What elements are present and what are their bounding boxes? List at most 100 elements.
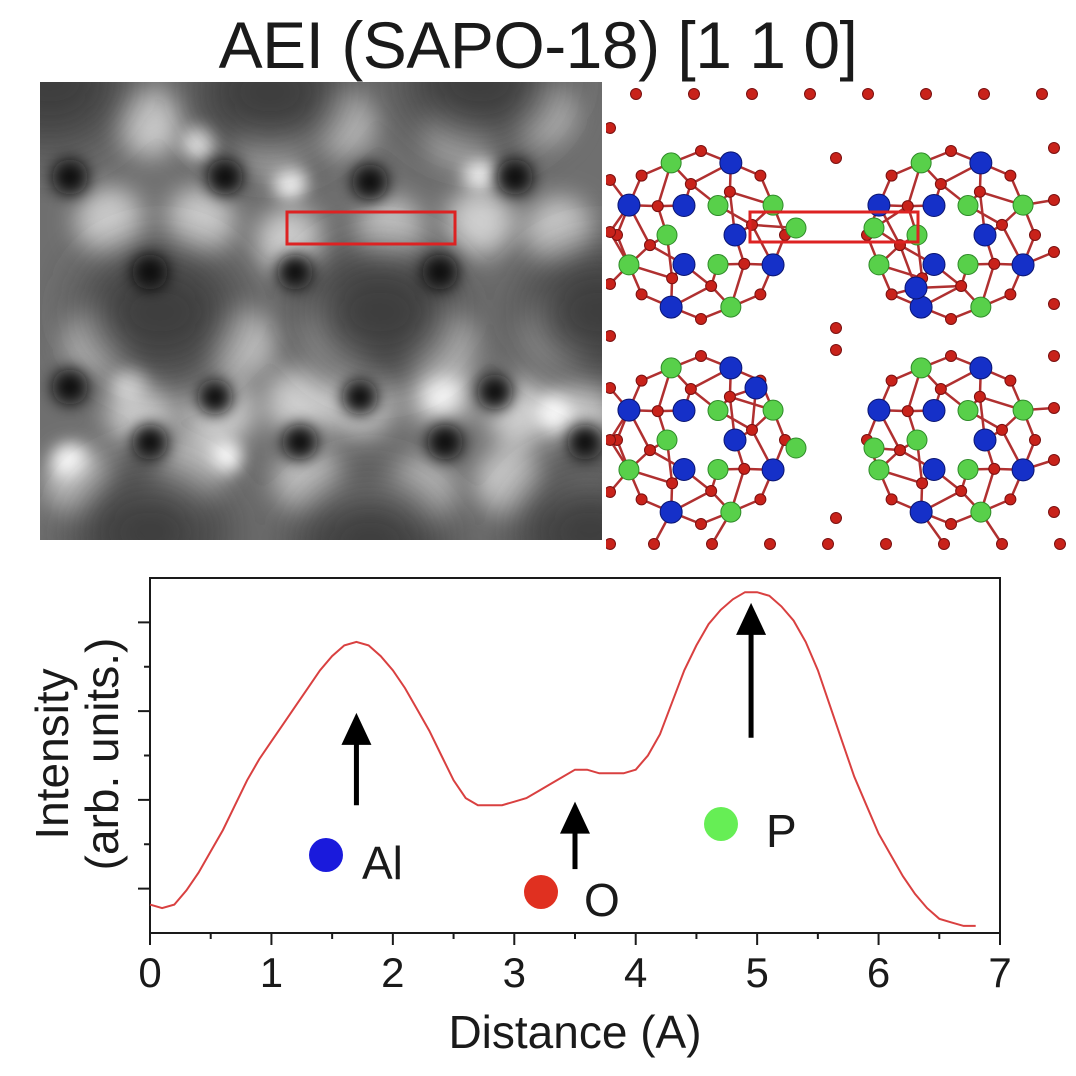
aluminum-atom <box>672 252 696 276</box>
structure-model-panel <box>606 88 1066 550</box>
x-tick-label: 5 <box>745 949 768 996</box>
aluminum-atom <box>672 457 696 481</box>
oxygen-atom <box>1029 229 1041 241</box>
oxygen-atom <box>920 88 932 100</box>
oxygen-atom <box>635 288 648 301</box>
phosphorus-atom <box>957 458 979 480</box>
oxygen-atom <box>746 423 759 436</box>
oxygen-atom <box>606 538 616 550</box>
oxygen-atom <box>955 485 968 498</box>
oxygen-atom <box>764 538 776 550</box>
oxygen-atom <box>1048 142 1060 154</box>
x-axis-label: Distance (A) <box>448 1006 701 1058</box>
oxygen-atom <box>684 177 697 190</box>
x-tick-label: 0 <box>138 949 161 996</box>
phosphorus-atom <box>868 459 890 481</box>
oxygen-atom <box>688 88 700 100</box>
phosphorus-atom <box>906 429 928 451</box>
phosphorus-atom <box>656 224 678 246</box>
intensity-profile-line <box>149 591 976 927</box>
oxygen-atom <box>945 350 957 362</box>
aluminum-atom <box>922 399 946 423</box>
oxygen-atom <box>606 278 616 290</box>
phosphorus-atom <box>720 501 742 523</box>
aluminum-atom <box>761 458 785 482</box>
oxygen-atom <box>973 185 986 198</box>
oxygen-atom <box>754 493 767 506</box>
aluminum-atom <box>617 193 641 217</box>
plot-frame <box>149 577 1001 934</box>
phosphorus-atom <box>707 195 729 217</box>
hrtem-roi-box <box>285 210 457 246</box>
oxygen-atom <box>885 374 898 387</box>
oxygen-atom <box>1048 402 1060 414</box>
oxygen-atom <box>822 538 834 550</box>
oxygen-atom <box>996 538 1008 550</box>
aluminum-atom <box>617 398 641 422</box>
oxygen-atom <box>695 350 707 362</box>
aluminum-atom <box>744 376 768 400</box>
model-roi-box <box>748 210 920 244</box>
aluminum-atom <box>922 194 946 218</box>
oxygen-atom <box>830 322 842 334</box>
oxygen-atom <box>738 462 751 475</box>
aluminum-atom <box>659 295 683 319</box>
aluminum-atom <box>922 457 946 481</box>
oxygen-atom <box>938 538 950 550</box>
oxygen-atom <box>830 152 842 164</box>
oxygen-atom <box>738 257 751 270</box>
x-tick-label: 3 <box>503 949 526 996</box>
oxygen-atom <box>1036 88 1048 100</box>
oxygen-atom <box>746 88 758 100</box>
oxygen-atom <box>695 313 707 325</box>
phosphorus-atom <box>868 254 890 276</box>
oxygen-atom <box>1004 493 1017 506</box>
oxygen-atom <box>606 122 616 134</box>
aluminum-atom <box>867 398 891 422</box>
aluminum-atom <box>909 500 933 524</box>
phosphorus-atom <box>957 195 979 217</box>
oxygen-atom <box>988 462 1001 475</box>
oxygen-atom <box>706 538 718 550</box>
oxygen-atom <box>695 145 707 157</box>
phosphorus-atom <box>785 437 807 459</box>
phosphorus-atom <box>1012 194 1034 216</box>
oxygen-atom <box>996 218 1009 231</box>
oxygen-atom <box>945 313 957 325</box>
x-tick-label: 1 <box>260 949 283 996</box>
oxygen-atom <box>945 518 957 530</box>
oxygen-atom <box>606 486 616 498</box>
aluminum-atom <box>973 428 997 452</box>
intensity-profile-chart: 0 1 2 3 4 5 6 7 Al O P Distance (A) Intensity (… <box>0 560 1076 1076</box>
phosphorus-atom <box>720 296 742 318</box>
phosphorus-atom <box>910 357 932 379</box>
oxygen-atom <box>973 390 986 403</box>
aluminum-atom <box>723 428 747 452</box>
oxygen-atom <box>695 518 707 530</box>
oxygen-atom <box>684 382 697 395</box>
oxygen-atom <box>666 477 679 490</box>
phosphorus-atom <box>660 152 682 174</box>
oxygen-atom <box>651 200 664 213</box>
oxygen-atom <box>648 538 660 550</box>
aluminum-atom <box>719 151 743 175</box>
oxygen-atom <box>606 174 616 186</box>
aluminum-atom <box>719 356 743 380</box>
phosphorus-atom <box>970 296 992 318</box>
phosphorus-atom <box>1012 399 1034 421</box>
al-legend-dot <box>309 838 343 872</box>
y-axis-label-line2: (arb. units.) <box>76 638 128 871</box>
y-axis-label-line1: Intensity <box>26 668 78 839</box>
oxygen-atom <box>1048 506 1060 518</box>
x-tick-label: 6 <box>867 949 890 996</box>
o-legend-dot <box>524 875 558 909</box>
oxygen-atom <box>885 288 898 301</box>
phosphorus-atom <box>618 254 640 276</box>
oxygen-atom <box>1004 288 1017 301</box>
phosphorus-atom <box>910 152 932 174</box>
aluminum-atom <box>723 223 747 247</box>
aluminum-atom <box>969 356 993 380</box>
oxygen-atom <box>804 88 816 100</box>
aluminum-atom <box>904 276 928 300</box>
aluminum-atom <box>922 252 946 276</box>
